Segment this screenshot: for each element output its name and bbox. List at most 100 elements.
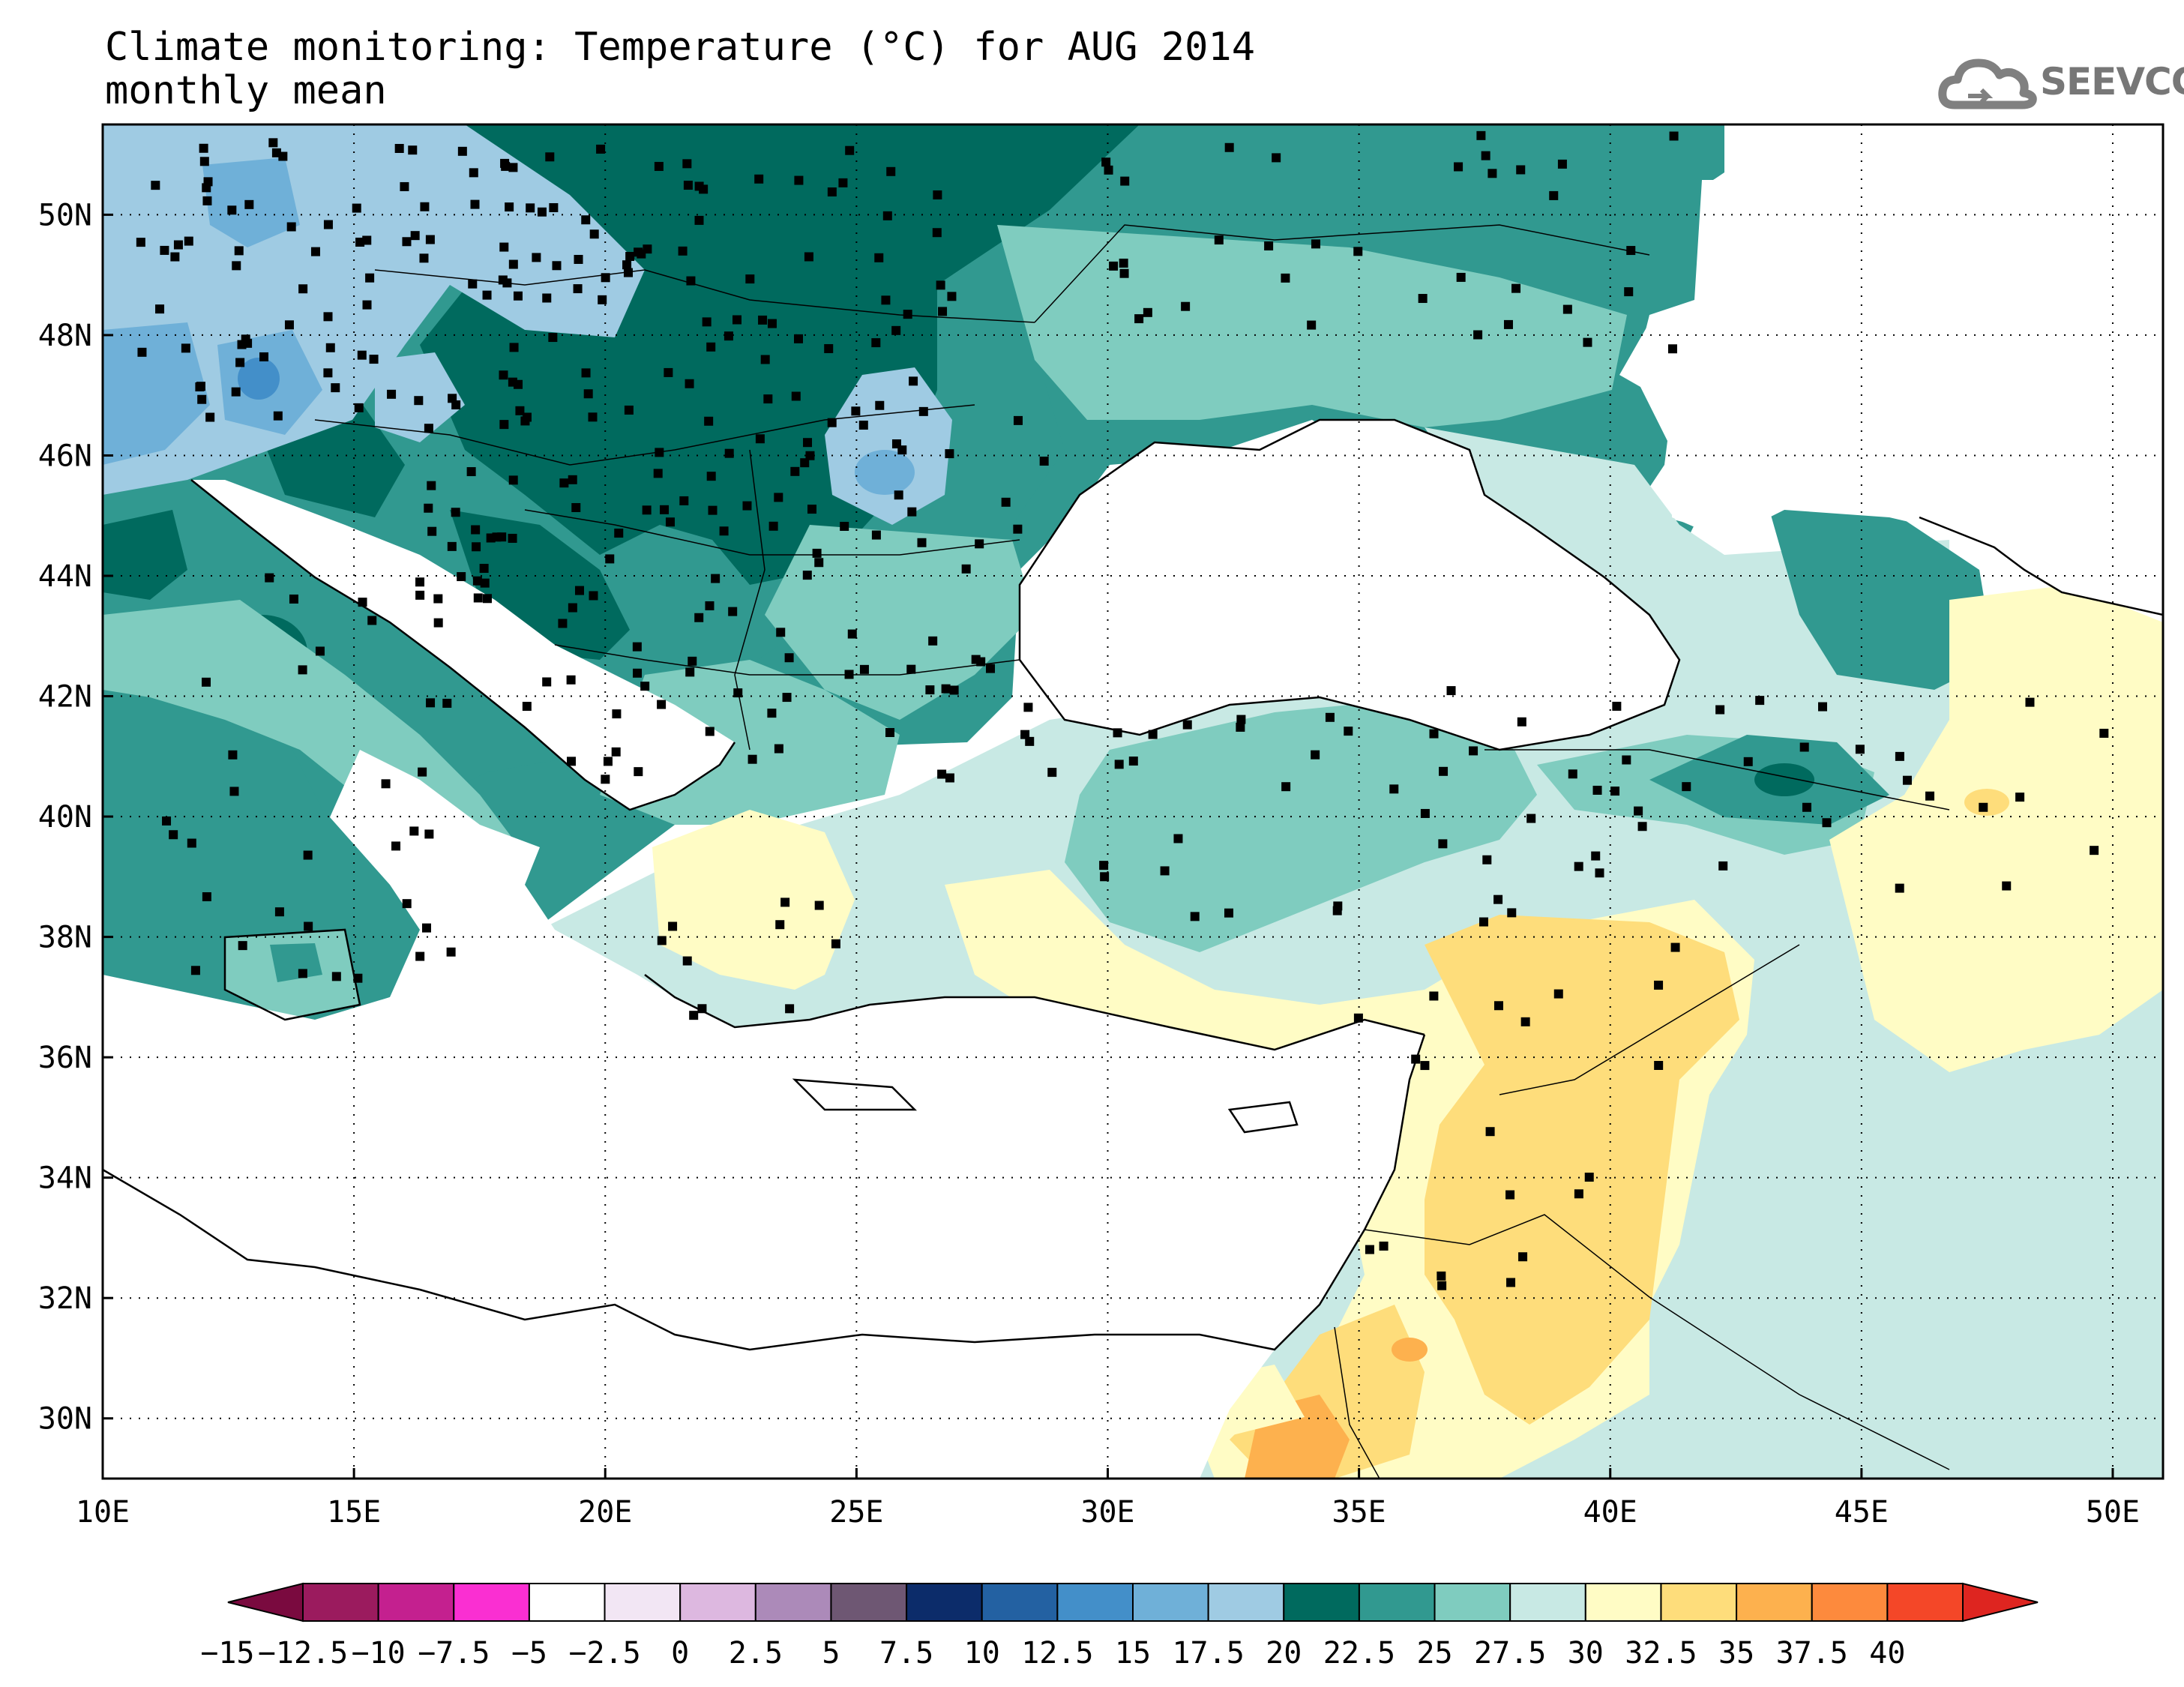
station-marker <box>807 505 817 514</box>
station-marker <box>699 184 709 194</box>
station-marker <box>800 458 810 468</box>
station-marker <box>169 830 178 840</box>
colorbar-swatch <box>1584 1583 1662 1622</box>
station-marker <box>705 727 715 736</box>
station-marker <box>410 231 420 241</box>
station-marker <box>514 379 523 389</box>
station-marker <box>542 293 552 303</box>
station-marker <box>1119 268 1129 278</box>
station-marker <box>1025 736 1035 746</box>
station-marker <box>457 572 466 582</box>
station-marker <box>2099 728 2109 738</box>
station-marker <box>433 594 443 604</box>
station-marker <box>775 920 785 930</box>
station-marker <box>683 181 693 190</box>
station-marker <box>886 166 896 176</box>
country-borders <box>314 224 1950 1479</box>
station-marker <box>409 826 419 836</box>
station-marker <box>971 655 981 664</box>
colorbar-label: 37.5 <box>1776 1636 1848 1671</box>
station-marker <box>632 642 642 652</box>
station-marker <box>885 728 895 738</box>
station-marker <box>774 493 783 502</box>
station-marker <box>387 389 397 399</box>
station-marker <box>442 698 452 708</box>
lat-tick-label: 46N <box>38 439 92 473</box>
station-marker <box>1020 730 1030 739</box>
station-marker <box>1264 241 1274 251</box>
station-marker <box>160 245 169 255</box>
station-marker <box>325 343 335 352</box>
station-marker <box>402 237 412 247</box>
station-marker <box>655 448 664 457</box>
station-marker <box>548 333 558 343</box>
lat-tick-label: 44N <box>38 559 92 594</box>
station-marker <box>1505 1190 1515 1200</box>
station-marker <box>289 594 298 604</box>
station-marker <box>694 215 704 225</box>
colorbar-swatch <box>604 1583 682 1622</box>
station-marker <box>581 215 591 225</box>
station-marker <box>234 246 244 256</box>
colorbar-swatch <box>1056 1583 1134 1622</box>
station-marker <box>871 338 881 348</box>
lat-tick-label: 30N <box>38 1402 92 1437</box>
station-marker <box>469 168 478 178</box>
colorbar-swatch <box>453 1583 530 1622</box>
colorbar-label: −2.5 <box>568 1636 640 1671</box>
station-marker <box>1553 989 1563 999</box>
station-marker <box>1182 720 1192 730</box>
station-marker <box>414 396 424 406</box>
colorbar-label: −5 <box>511 1636 547 1671</box>
station-marker <box>694 613 704 622</box>
station-marker <box>424 829 434 839</box>
station-marker <box>1104 165 1113 175</box>
station-marker <box>588 412 598 422</box>
station-marker <box>352 203 361 213</box>
station-marker <box>421 923 431 933</box>
station-marker <box>754 174 764 184</box>
colorbar-swatch <box>754 1583 832 1622</box>
lon-tick-label: 35E <box>1332 1495 1386 1530</box>
station-marker <box>468 279 478 289</box>
station-marker <box>745 274 755 284</box>
cloud-icon <box>1938 58 2037 109</box>
station-marker <box>612 709 622 719</box>
station-marker <box>790 466 800 476</box>
station-marker <box>259 352 269 361</box>
station-marker <box>589 229 599 239</box>
station-marker <box>274 907 284 917</box>
station-marker <box>1507 908 1517 918</box>
station-marker <box>1557 159 1567 169</box>
station-marker <box>1902 775 1912 785</box>
colorbar-label: 15 <box>1115 1636 1151 1671</box>
station-marker <box>1583 337 1592 347</box>
station-marker <box>558 619 568 628</box>
station-marker <box>184 236 193 246</box>
lon-tick-label: 10E <box>76 1495 130 1530</box>
station-marker <box>1481 151 1490 160</box>
station-marker <box>1476 130 1486 140</box>
station-marker <box>355 237 365 247</box>
station-marker <box>479 564 489 574</box>
map-frame <box>101 123 2165 1480</box>
map-title: Climate monitoring: Temperature (°C) for… <box>105 25 1255 112</box>
station-marker <box>271 148 281 157</box>
station-marker <box>702 317 712 327</box>
station-marker <box>634 767 643 777</box>
station-marker <box>466 467 476 477</box>
station-marker <box>760 355 770 364</box>
station-marker <box>611 747 621 757</box>
station-marker <box>1654 1060 1664 1070</box>
station-marker <box>571 502 581 512</box>
station-marker <box>1622 755 1631 765</box>
station-marker <box>369 355 379 364</box>
station-marker <box>1420 1061 1430 1071</box>
station-marker <box>583 389 593 399</box>
colorbar-label: −12.5 <box>258 1636 348 1671</box>
station-marker <box>205 412 215 422</box>
station-marker <box>1013 415 1023 425</box>
station-marker <box>660 505 670 514</box>
station-marker <box>1353 1013 1363 1023</box>
station-marker <box>1134 314 1144 324</box>
